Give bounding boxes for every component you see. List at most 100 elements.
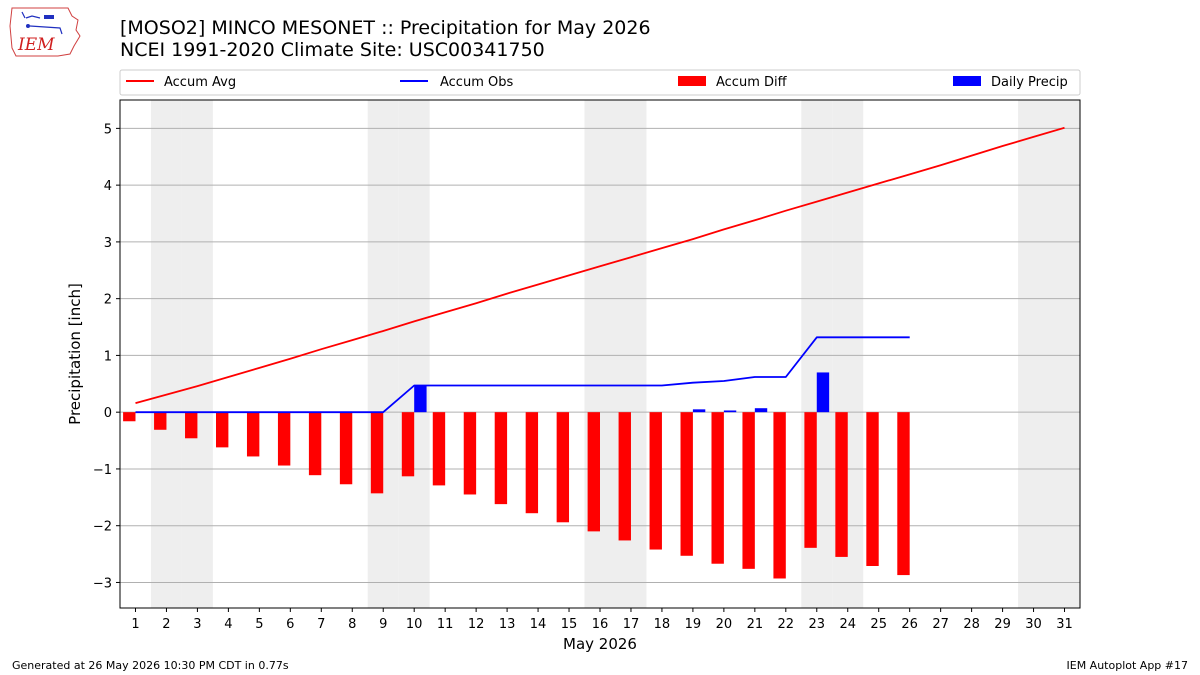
x-tick-label: 8 [348,617,356,632]
accum-diff-bar-day-14 [525,412,539,514]
x-tick-label: 10 [406,617,423,632]
x-tick-label: 30 [1025,617,1042,632]
x-tick-label: 5 [255,617,263,632]
legend: Accum Avg Accum Obs Accum Diff Daily Pre… [119,69,1081,96]
x-tick-label: 27 [932,617,949,632]
accum-diff-bar-day-1 [123,412,136,422]
legend-item-accum-avg: Accum Avg [126,75,236,90]
legend-item-accum-diff: Accum Diff [678,75,788,90]
x-tick-label: 20 [716,617,733,632]
accum-diff-bar-day-4 [216,412,229,448]
accum-diff-bar-day-21 [742,412,755,569]
x-tick-label: 23 [809,617,826,632]
weekend-shade-day-2 [150,100,182,608]
y-tick-label: 2 [104,293,112,308]
y-axis-label: Precipitation [inch] [66,283,84,425]
daily-precip-bar-day-19 [692,409,706,413]
x-tick-label: 19 [685,617,702,632]
x-tick-label: 22 [778,617,795,632]
x-tick-label: 16 [592,617,609,632]
x-tick-label: 2 [162,617,170,632]
accum-avg-line [135,126,1065,404]
y-tick-label: −1 [93,463,112,478]
weekend-shade-day-30 [1018,100,1050,608]
weekend-shade-day-3 [181,100,213,608]
legend-swatch-accum-diff [678,76,706,86]
x-tick-label: 17 [623,617,640,632]
x-tick-label: 18 [654,617,671,632]
line-layer [135,126,1065,414]
y-tick-label: 0 [104,406,112,421]
accum-diff-bar-day-24 [835,412,848,557]
x-tick-label: 24 [839,617,856,632]
y-tick-label: −3 [93,576,112,591]
accum-diff-bar-day-9 [370,412,384,494]
accum-diff-bar-day-15 [556,412,570,523]
x-tick-label: 21 [747,617,764,632]
x-tick-label: 1 [131,617,139,632]
x-tick-label: 7 [317,617,325,632]
x-tick-label: 14 [530,617,547,632]
chart-subtitle: NCEI 1991-2020 Climate Site: USC00341750 [120,39,545,61]
weekend-shading-layer [150,100,1080,608]
weekend-shade-day-10 [398,100,430,608]
y-tick-label: 1 [104,349,112,364]
accum-diff-bar-day-22 [773,412,786,579]
bar-layer [123,372,910,579]
accum-diff-bar-day-5 [246,412,260,457]
x-tick-label: 28 [963,617,980,632]
accum-diff-bar-day-7 [308,412,322,476]
weekend-shade-day-16 [584,100,616,608]
accum-diff-bar-day-16 [587,412,600,532]
accum-diff-bar-day-11 [432,412,446,486]
legend-item-accum-obs: Accum Obs [400,75,513,90]
legend-label-accum-avg: Accum Avg [164,75,236,90]
x-tick-label: 13 [499,617,516,632]
footer-app-text: IEM Autoplot App #17 [1066,659,1189,672]
weekend-shade-day-31 [1049,100,1080,608]
accum-diff-bar-day-12 [463,412,477,495]
x-tick-label: 9 [379,617,387,632]
x-tick-label: 31 [1056,617,1073,632]
accum-diff-bar-day-13 [494,412,508,505]
legend-label-daily-precip: Daily Precip [991,75,1068,90]
daily-precip-bar-day-23 [816,372,830,413]
accum-diff-bar-day-6 [277,412,291,466]
accum-obs-line [135,336,910,414]
x-tick-label: 25 [870,617,887,632]
legend-label-accum-obs: Accum Obs [440,75,513,90]
y-tick-label: −2 [93,520,112,535]
daily-precip-bar-day-21 [754,408,768,413]
x-tick-label: 6 [286,617,294,632]
accum-diff-bar-day-18 [649,412,662,550]
weekend-shade-day-9 [367,100,399,608]
x-tick-label: 15 [561,617,578,632]
x-tick-label: 26 [901,617,918,632]
accum-diff-bar-day-23 [804,412,817,548]
legend-item-daily-precip: Daily Precip [953,75,1068,90]
accum-diff-bar-day-8 [339,412,353,485]
x-tick-label: 4 [224,617,232,632]
accum-diff-bar-day-10 [401,412,415,477]
legend-swatch-daily-precip [953,76,981,86]
accum-diff-bar-day-17 [618,412,631,541]
x-tick-label: 3 [193,617,201,632]
y-tick-label: 5 [104,122,112,137]
chart-title: [MOSO2] MINCO MESONET :: Precipitation f… [120,17,651,39]
accum-diff-bar-day-19 [680,412,693,556]
daily-precip-bar-day-10 [414,385,427,413]
iem-logo-text: IEM [17,35,55,55]
footer-generated-text: Generated at 26 May 2026 10:30 PM CDT in… [12,659,289,672]
accum-diff-bar-day-20 [711,412,724,564]
daily-precip-bar-day-20 [723,410,737,413]
y-tick-label: 3 [104,236,112,251]
x-tick-label: 12 [468,617,485,632]
x-axis-label: May 2026 [563,635,637,653]
accum-diff-bar-day-26 [897,412,910,576]
iem-logo: IEM [9,7,81,57]
accum-diff-bar-day-2 [154,412,167,430]
x-tick-label: 29 [994,617,1011,632]
legend-label-accum-diff: Accum Diff [716,75,788,90]
